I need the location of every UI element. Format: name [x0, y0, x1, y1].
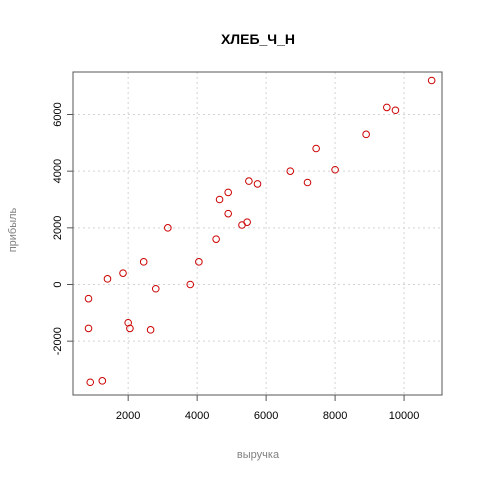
data-point	[383, 103, 391, 112]
data-point	[139, 258, 148, 266]
data-point	[312, 144, 320, 153]
data-point	[103, 275, 112, 283]
y-tick-label: 2000	[52, 216, 64, 240]
data-point	[286, 167, 295, 175]
data-point	[86, 378, 95, 387]
data-point	[224, 188, 232, 197]
data-point	[303, 178, 312, 187]
y-tick-label: -2000	[52, 327, 64, 355]
plot-area-box	[72, 71, 443, 396]
data-point	[126, 324, 134, 333]
data-point	[119, 269, 127, 277]
data-point	[245, 177, 253, 185]
x-tick-label: 4000	[185, 410, 209, 422]
data-point	[427, 76, 436, 85]
y-axis-label: прибыль	[7, 207, 19, 252]
data-point	[186, 280, 195, 289]
x-tick-label: 10000	[389, 410, 420, 422]
data-point	[212, 235, 220, 243]
data-point	[151, 284, 160, 293]
x-tick-label: 8000	[323, 410, 347, 422]
data-point	[331, 165, 339, 174]
y-tick-label: 6000	[52, 102, 64, 126]
grid-layer	[73, 72, 442, 395]
x-axis-label: выручка	[237, 449, 280, 461]
data-point	[98, 377, 107, 385]
data-point	[215, 195, 224, 204]
data-point	[84, 324, 93, 333]
x-tick-label: 2000	[116, 410, 140, 422]
x-tick-label: 6000	[254, 410, 278, 422]
data-point	[243, 218, 251, 226]
y-tick-label: 0	[52, 281, 64, 287]
y-tick-label: 4000	[52, 159, 64, 183]
chart-title: ХЛЕБ_Ч_Н	[221, 31, 295, 47]
data-point	[124, 318, 132, 327]
data-point	[146, 326, 155, 334]
data-point	[84, 294, 93, 303]
data-point	[253, 180, 262, 188]
data-point	[362, 130, 370, 139]
data-points	[84, 76, 436, 387]
data-point	[195, 258, 203, 266]
x-axis: 2000 4000 6000 8000 10000	[116, 395, 419, 422]
y-axis: -2000 0 2000 4000 6000	[52, 102, 73, 355]
data-point	[391, 106, 400, 115]
data-point	[224, 209, 232, 218]
data-point	[164, 224, 172, 232]
